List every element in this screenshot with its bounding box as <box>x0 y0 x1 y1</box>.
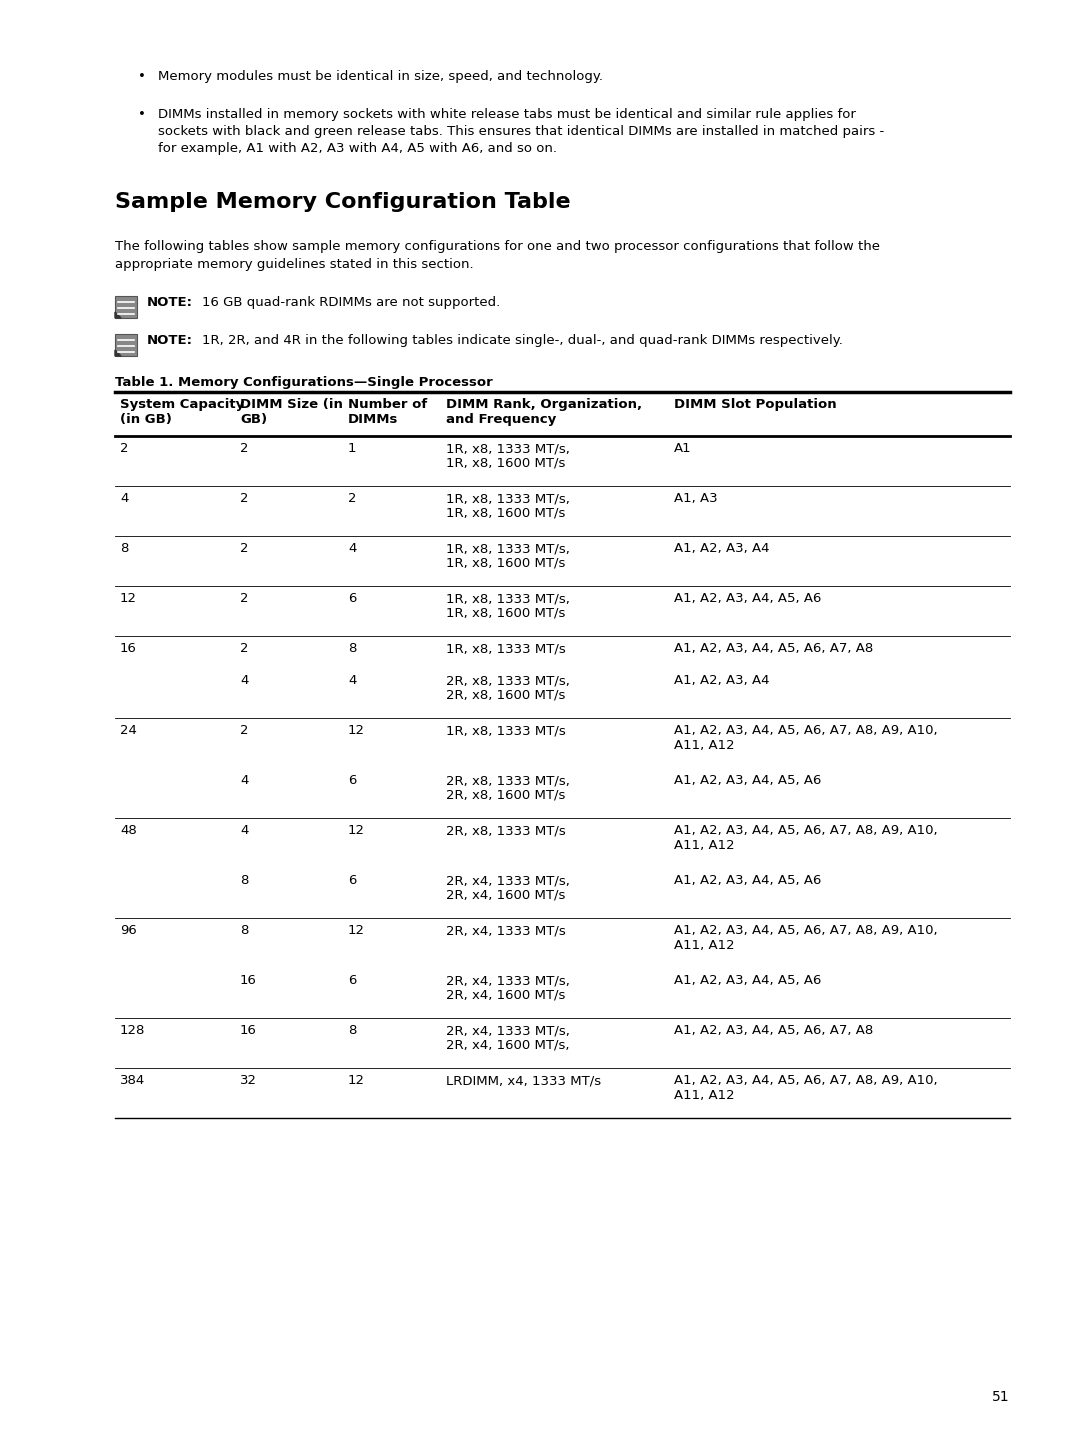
Text: A1, A2, A3, A4, A5, A6: A1, A2, A3, A4, A5, A6 <box>674 974 822 987</box>
Text: 2R, x4, 1333 MT/s,
2R, x4, 1600 MT/s: 2R, x4, 1333 MT/s, 2R, x4, 1600 MT/s <box>446 974 570 1002</box>
Text: Memory modules must be identical in size, speed, and technology.: Memory modules must be identical in size… <box>158 70 603 83</box>
Text: 12: 12 <box>348 724 365 737</box>
Text: Sample Memory Configuration Table: Sample Memory Configuration Table <box>114 192 570 212</box>
Text: 12: 12 <box>348 1074 365 1087</box>
Text: 8: 8 <box>348 642 356 655</box>
Text: 2R, x8, 1333 MT/s,
2R, x8, 1600 MT/s: 2R, x8, 1333 MT/s, 2R, x8, 1600 MT/s <box>446 774 570 802</box>
Text: A1, A2, A3, A4, A5, A6, A7, A8, A9, A10,
A11, A12: A1, A2, A3, A4, A5, A6, A7, A8, A9, A10,… <box>674 923 937 952</box>
Text: 1R, x8, 1333 MT/s,
1R, x8, 1600 MT/s: 1R, x8, 1333 MT/s, 1R, x8, 1600 MT/s <box>446 442 570 470</box>
Text: 1R, x8, 1333 MT/s,
1R, x8, 1600 MT/s: 1R, x8, 1333 MT/s, 1R, x8, 1600 MT/s <box>446 592 570 619</box>
Text: 2R, x8, 1333 MT/s: 2R, x8, 1333 MT/s <box>446 825 566 837</box>
Text: appropriate memory guidelines stated in this section.: appropriate memory guidelines stated in … <box>114 258 474 271</box>
Text: 1R, 2R, and 4R in the following tables indicate single-, dual-, and quad-rank DI: 1R, 2R, and 4R in the following tables i… <box>202 334 842 347</box>
Text: 1R, x8, 1333 MT/s,
1R, x8, 1600 MT/s: 1R, x8, 1333 MT/s, 1R, x8, 1600 MT/s <box>446 542 570 569</box>
Text: 8: 8 <box>240 923 248 936</box>
Text: 2R, x4, 1333 MT/s,
2R, x4, 1600 MT/s: 2R, x4, 1333 MT/s, 2R, x4, 1600 MT/s <box>446 873 570 902</box>
Text: 1R, x8, 1333 MT/s: 1R, x8, 1333 MT/s <box>446 642 566 655</box>
Text: 12: 12 <box>348 825 365 837</box>
Text: 16 GB quad-rank RDIMMs are not supported.: 16 GB quad-rank RDIMMs are not supported… <box>202 295 500 308</box>
Text: 96: 96 <box>120 923 137 936</box>
Text: 6: 6 <box>348 974 356 987</box>
Text: 32: 32 <box>240 1074 257 1087</box>
Text: 2: 2 <box>240 724 248 737</box>
Text: for example, A1 with A2, A3 with A4, A5 with A6, and so on.: for example, A1 with A2, A3 with A4, A5 … <box>158 142 557 155</box>
Text: 12: 12 <box>348 923 365 936</box>
Text: 2R, x4, 1333 MT/s,
2R, x4, 1600 MT/s,: 2R, x4, 1333 MT/s, 2R, x4, 1600 MT/s, <box>446 1024 570 1053</box>
Text: 16: 16 <box>120 642 137 655</box>
Text: 48: 48 <box>120 825 137 837</box>
Text: 2: 2 <box>120 442 129 455</box>
Text: A1, A2, A3, A4, A5, A6: A1, A2, A3, A4, A5, A6 <box>674 873 822 888</box>
Text: 51: 51 <box>993 1390 1010 1404</box>
Text: DIMM Slot Population: DIMM Slot Population <box>674 399 837 412</box>
Text: 4: 4 <box>120 492 129 505</box>
Text: A1, A2, A3, A4, A5, A6, A7, A8, A9, A10,
A11, A12: A1, A2, A3, A4, A5, A6, A7, A8, A9, A10,… <box>674 825 937 852</box>
Text: A1, A2, A3, A4, A5, A6, A7, A8: A1, A2, A3, A4, A5, A6, A7, A8 <box>674 1024 874 1037</box>
Text: 4: 4 <box>348 542 356 555</box>
Text: Table 1. Memory Configurations—Single Processor: Table 1. Memory Configurations—Single Pr… <box>114 376 492 389</box>
Text: DIMM Rank, Organization,
and Frequency: DIMM Rank, Organization, and Frequency <box>446 399 643 426</box>
Text: 24: 24 <box>120 724 137 737</box>
Text: NOTE:: NOTE: <box>147 334 193 347</box>
Text: A1, A2, A3, A4, A5, A6, A7, A8, A9, A10,
A11, A12: A1, A2, A3, A4, A5, A6, A7, A8, A9, A10,… <box>674 1074 937 1101</box>
Text: LRDIMM, x4, 1333 MT/s: LRDIMM, x4, 1333 MT/s <box>446 1074 602 1087</box>
Polygon shape <box>114 350 121 356</box>
Bar <box>114 295 137 318</box>
Text: 2: 2 <box>240 592 248 605</box>
Text: 16: 16 <box>240 974 257 987</box>
Text: sockets with black and green release tabs. This ensures that identical DIMMs are: sockets with black and green release tab… <box>158 125 885 138</box>
Text: A1, A2, A3, A4: A1, A2, A3, A4 <box>674 674 769 687</box>
Text: A1, A2, A3, A4, A5, A6: A1, A2, A3, A4, A5, A6 <box>674 592 822 605</box>
Text: 2: 2 <box>348 492 356 505</box>
Text: 384: 384 <box>120 1074 145 1087</box>
Text: •: • <box>138 108 146 120</box>
Text: 4: 4 <box>240 825 248 837</box>
Text: DIMMs installed in memory sockets with white release tabs must be identical and : DIMMs installed in memory sockets with w… <box>158 108 855 120</box>
Bar <box>114 334 137 356</box>
Text: 4: 4 <box>348 674 356 687</box>
Text: 12: 12 <box>120 592 137 605</box>
Text: A1, A2, A3, A4, A5, A6: A1, A2, A3, A4, A5, A6 <box>674 774 822 787</box>
Text: A1, A2, A3, A4: A1, A2, A3, A4 <box>674 542 769 555</box>
Text: 1R, x8, 1333 MT/s: 1R, x8, 1333 MT/s <box>446 724 566 737</box>
Text: 2: 2 <box>240 492 248 505</box>
Text: DIMM Size (in
GB): DIMM Size (in GB) <box>240 399 342 426</box>
Text: 2R, x8, 1333 MT/s,
2R, x8, 1600 MT/s: 2R, x8, 1333 MT/s, 2R, x8, 1600 MT/s <box>446 674 570 703</box>
Text: 6: 6 <box>348 873 356 888</box>
Text: 2: 2 <box>240 442 248 455</box>
Text: NOTE:: NOTE: <box>147 295 193 308</box>
Text: 2: 2 <box>240 642 248 655</box>
Text: 1R, x8, 1333 MT/s,
1R, x8, 1600 MT/s: 1R, x8, 1333 MT/s, 1R, x8, 1600 MT/s <box>446 492 570 521</box>
Text: A1, A2, A3, A4, A5, A6, A7, A8, A9, A10,
A11, A12: A1, A2, A3, A4, A5, A6, A7, A8, A9, A10,… <box>674 724 937 751</box>
Polygon shape <box>114 313 121 318</box>
Text: The following tables show sample memory configurations for one and two processor: The following tables show sample memory … <box>114 239 880 252</box>
Text: 4: 4 <box>240 674 248 687</box>
Text: 128: 128 <box>120 1024 146 1037</box>
Text: 2: 2 <box>240 542 248 555</box>
Text: 6: 6 <box>348 592 356 605</box>
Text: A1, A2, A3, A4, A5, A6, A7, A8: A1, A2, A3, A4, A5, A6, A7, A8 <box>674 642 874 655</box>
Text: 8: 8 <box>240 873 248 888</box>
Text: 8: 8 <box>120 542 129 555</box>
Text: A1: A1 <box>674 442 691 455</box>
Text: System Capacity
(in GB): System Capacity (in GB) <box>120 399 244 426</box>
Text: Number of
DIMMs: Number of DIMMs <box>348 399 428 426</box>
Text: •: • <box>138 70 146 83</box>
Text: 16: 16 <box>240 1024 257 1037</box>
Text: 4: 4 <box>240 774 248 787</box>
Text: 8: 8 <box>348 1024 356 1037</box>
Text: 1: 1 <box>348 442 356 455</box>
Text: A1, A3: A1, A3 <box>674 492 717 505</box>
Text: 2R, x4, 1333 MT/s: 2R, x4, 1333 MT/s <box>446 923 566 936</box>
Text: 6: 6 <box>348 774 356 787</box>
